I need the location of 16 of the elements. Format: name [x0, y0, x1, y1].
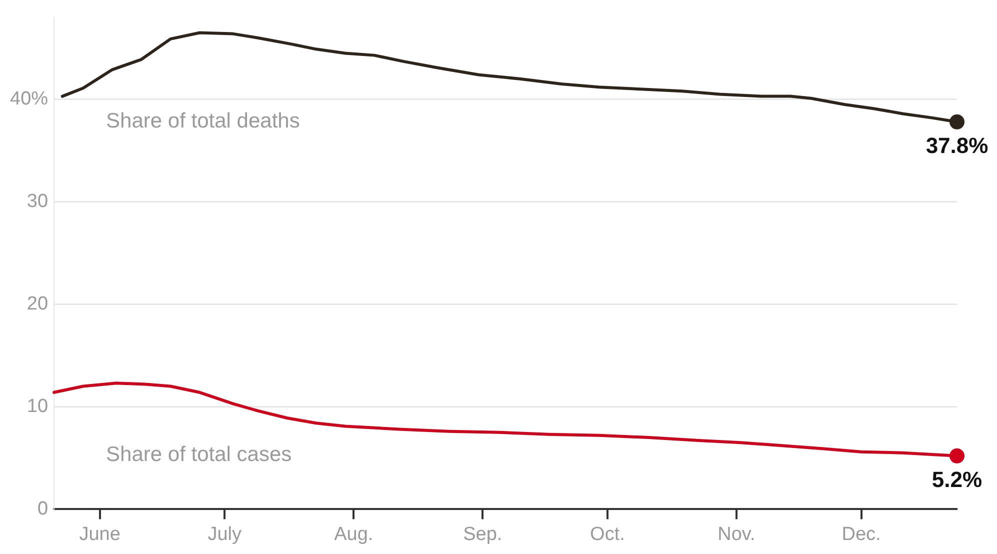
x-tick-label: July [208, 524, 242, 545]
x-tick-label: Dec. [842, 524, 881, 545]
y-tick-label: 0 [37, 498, 48, 520]
x-tick-label: Oct. [590, 524, 625, 545]
y-tick-label: 10 [26, 396, 48, 417]
x-tick-label: June [79, 524, 120, 545]
series-label: Share of total deaths [106, 109, 300, 132]
data-label: 5.2% [932, 466, 982, 492]
data-label: 37.8% [926, 132, 988, 158]
x-tick-label: Sep. [463, 524, 502, 545]
y-tick-label: 40% [10, 88, 48, 110]
series-label: Share of total cases [106, 442, 292, 466]
x-tick-label: Nov. [718, 524, 756, 545]
y-tick-label: 20 [26, 294, 48, 315]
x-tick-label: Aug. [334, 524, 374, 545]
y-tick-label: 30 [26, 191, 48, 212]
